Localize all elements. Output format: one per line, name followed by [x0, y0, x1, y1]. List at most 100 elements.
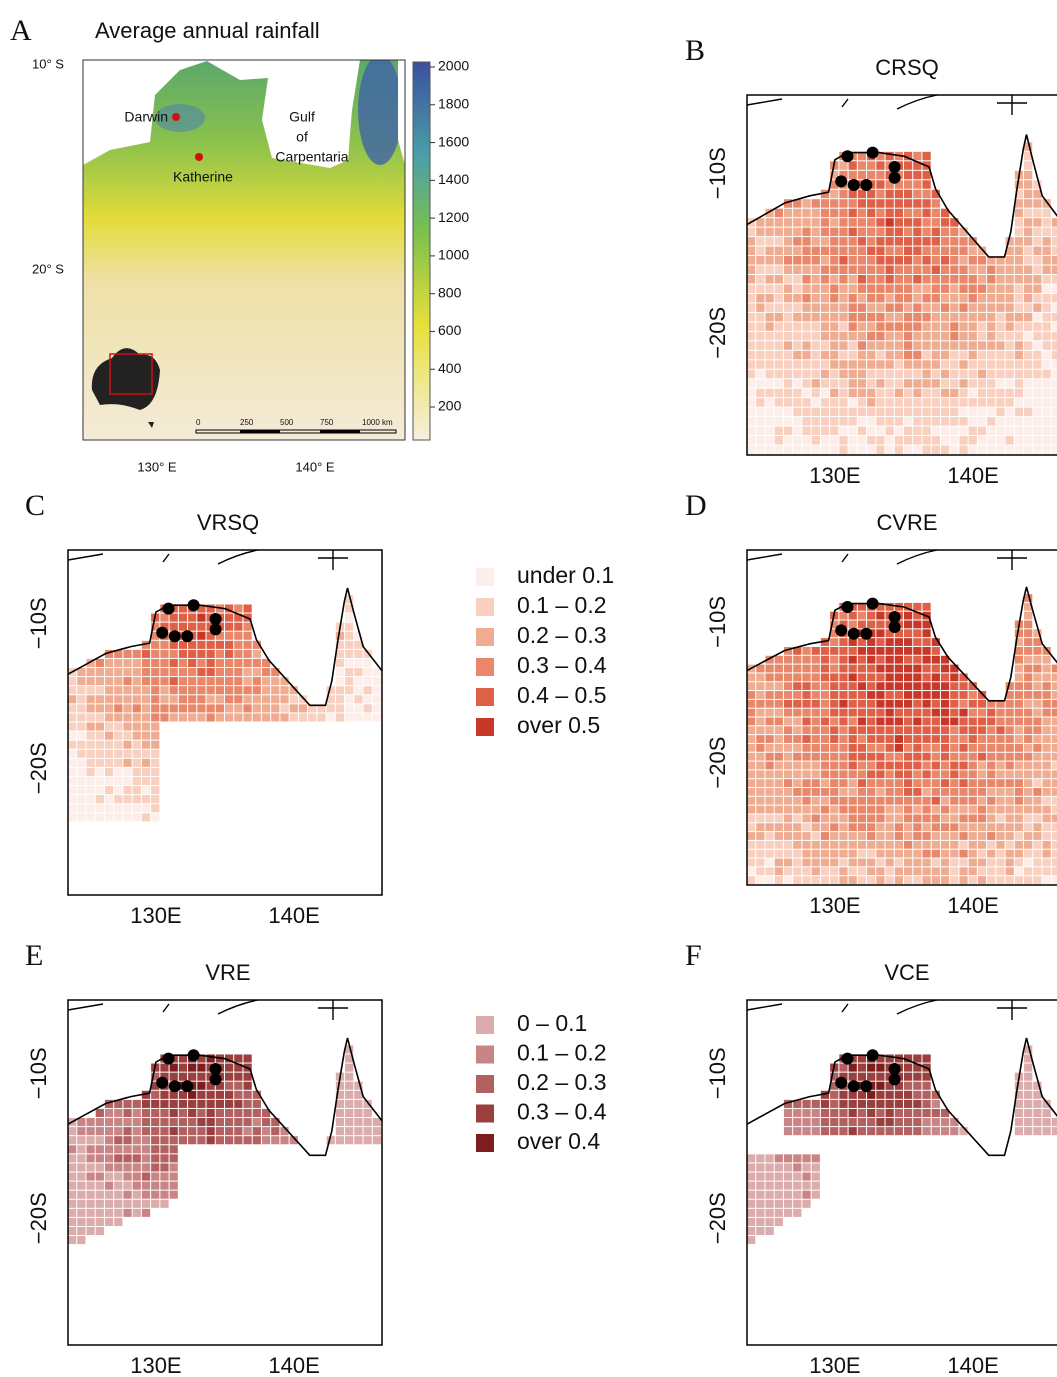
grid-cell [830, 170, 839, 180]
grid-cell [1014, 752, 1024, 761]
grid-cell [913, 682, 922, 691]
grid-cell [1051, 426, 1057, 436]
grid-cell [756, 360, 765, 369]
grid-cell [922, 1054, 931, 1063]
grid-cell [857, 876, 867, 884]
grid-cell [820, 664, 830, 673]
grid-cell [132, 795, 141, 804]
grid-cell [765, 735, 774, 743]
grid-cell [345, 613, 354, 622]
grid-cell [977, 691, 987, 699]
grid-cell [345, 668, 354, 677]
grid-cell [252, 713, 261, 722]
grid-cell [793, 293, 802, 303]
grid-cell [857, 664, 867, 673]
grid-cell [280, 1127, 289, 1136]
grid-cell [996, 867, 1005, 876]
grid-cell [931, 407, 940, 417]
grid-cell [894, 180, 903, 189]
grid-cell [904, 699, 913, 708]
grid-cell [950, 858, 959, 867]
legend-swatch [476, 1104, 494, 1123]
grid-cell [243, 1099, 252, 1108]
grid-cell [940, 664, 950, 673]
grid-cell [1042, 426, 1051, 436]
grid-cell [188, 1099, 197, 1108]
grid-cell [950, 237, 959, 246]
grid-cell [354, 640, 363, 649]
grid-cell [802, 256, 811, 265]
grid-cell [178, 658, 188, 668]
grid-cell [765, 752, 774, 761]
grid-cell [913, 708, 922, 717]
grid-cell [977, 770, 987, 779]
grid-cell [894, 1127, 903, 1136]
y-label: −20S [705, 307, 730, 359]
grid-cell [783, 779, 793, 788]
grid-cell [793, 779, 802, 788]
grid-cell [765, 293, 774, 303]
grid-cell [1033, 638, 1042, 646]
grid-cell [1042, 673, 1051, 682]
grid-cell [931, 436, 940, 445]
grid-cell [959, 360, 968, 369]
grid-cell [1005, 275, 1014, 284]
grid-cell [857, 638, 867, 646]
grid-cell [857, 770, 867, 779]
grid-cell [104, 767, 114, 776]
grid-cell [151, 795, 160, 804]
grid-cell [188, 640, 197, 649]
grid-cell [793, 445, 802, 454]
grid-cell [1024, 814, 1033, 823]
grid-cell [940, 293, 950, 303]
grid-cell [867, 814, 876, 823]
grid-cell [848, 398, 857, 407]
grid-cell [756, 708, 765, 717]
legend-swatch [476, 1075, 494, 1093]
grid-cell [830, 664, 839, 673]
grid-cell [1014, 840, 1024, 849]
grid-cell [68, 776, 77, 786]
grid-cell [894, 646, 903, 655]
grid-cell [1051, 770, 1057, 779]
x-label: 140E [947, 1353, 998, 1377]
grid-cell [86, 1154, 95, 1163]
grid-cell [1042, 275, 1051, 284]
grid-cell [783, 682, 793, 691]
grid-cell [345, 1090, 354, 1099]
grid-cell [1005, 832, 1014, 840]
grid-cell [885, 726, 894, 735]
grid-cell [793, 199, 802, 208]
grid-cell [913, 312, 922, 322]
grid-cell [765, 717, 774, 726]
grid-cell [95, 749, 104, 758]
grid-cell [747, 717, 756, 726]
grid-cell [857, 611, 867, 620]
grid-cell [123, 722, 132, 731]
grid-cell [1005, 312, 1014, 322]
grid-cell [756, 293, 765, 303]
grid-cell [123, 795, 132, 804]
grid-cell [178, 604, 188, 613]
grid-cell [132, 1172, 141, 1181]
grid-cell [922, 858, 931, 867]
grid-cell [783, 265, 793, 274]
grid-cell [904, 1054, 913, 1063]
panel-title: CVRE [876, 510, 937, 535]
grid-cell [756, 398, 765, 407]
grid-cell [1005, 699, 1014, 708]
grid-cell [848, 708, 857, 717]
grid-cell [940, 770, 950, 779]
grid-cell [811, 646, 820, 655]
grid-cell [151, 1108, 160, 1118]
grid-cell [188, 1136, 197, 1145]
grid-cell [354, 713, 363, 722]
grid-cell [123, 1208, 132, 1217]
grid-cell [996, 350, 1005, 360]
grid-cell [151, 649, 160, 658]
grid-cell [756, 218, 765, 227]
grid-cell [793, 1181, 802, 1190]
legend-swatch [476, 598, 494, 616]
grid-cell [271, 1136, 280, 1145]
grid-cell [996, 743, 1005, 752]
